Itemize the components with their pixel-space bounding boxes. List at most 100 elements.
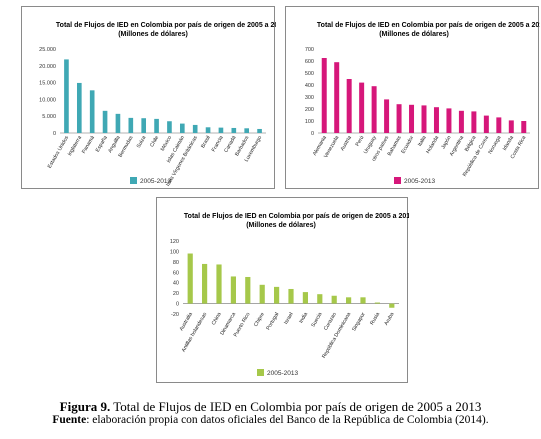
bar xyxy=(202,263,208,304)
y-tick-label: 400 xyxy=(305,83,314,89)
bar xyxy=(334,62,340,134)
category-label: Chipre xyxy=(253,311,266,327)
bar xyxy=(421,105,427,133)
y-tick-label: 80 xyxy=(173,260,179,266)
bar xyxy=(384,99,390,133)
bar xyxy=(274,286,280,304)
y-tick-label: 500 xyxy=(305,71,314,77)
y-tick-label: 5.000 xyxy=(42,114,56,120)
bar xyxy=(359,82,365,133)
y-tick-label: 40 xyxy=(173,281,179,287)
y-tick-label: 100 xyxy=(170,249,179,255)
bar xyxy=(389,303,395,308)
bar xyxy=(141,118,147,133)
bar xyxy=(102,110,108,133)
y-tick-label: 120 xyxy=(170,239,179,245)
bar xyxy=(64,59,69,133)
category-label: India xyxy=(298,311,309,324)
category-label: Chile xyxy=(149,135,160,148)
bar xyxy=(508,120,514,133)
legend-label: 2005-2013 xyxy=(404,178,435,185)
y-tick-label: 300 xyxy=(305,95,314,101)
bar xyxy=(245,276,251,304)
legend-swatch xyxy=(130,177,137,184)
y-tick-label: 0 xyxy=(176,302,179,308)
bar xyxy=(521,121,527,133)
y-tick-label: 25.000 xyxy=(39,47,56,53)
bar xyxy=(446,108,452,133)
bar xyxy=(433,107,439,133)
bar xyxy=(321,58,327,133)
legend-label: 2005-2013 xyxy=(267,370,298,377)
category-label: Brasil xyxy=(200,135,212,149)
source-label: Fuente xyxy=(52,414,87,426)
bar-chart-3: Total de Flujos de IED en Colombia por p… xyxy=(170,213,409,377)
legend-swatch xyxy=(257,369,264,376)
bar xyxy=(471,111,477,133)
chart-title: Total de Flujos de IED en Colombia por p… xyxy=(184,213,409,220)
bar xyxy=(187,253,193,304)
category-label: Italia xyxy=(417,135,428,148)
bar xyxy=(205,127,211,133)
bar xyxy=(346,79,352,133)
bar xyxy=(179,123,185,133)
bar xyxy=(230,276,236,304)
bar xyxy=(128,117,134,133)
bar xyxy=(396,104,402,133)
y-tick-label: 10.000 xyxy=(39,97,56,103)
category-label: Portugal xyxy=(265,312,280,332)
bar xyxy=(483,115,489,133)
bar xyxy=(192,124,198,133)
bar xyxy=(231,127,237,133)
y-tick-label: 15.000 xyxy=(39,81,56,87)
category-label: Panamá xyxy=(81,135,96,155)
chart-panel-2: Total de Flujos de IED en Colombia por p… xyxy=(285,6,540,189)
chart-panel-3: Total de Flujos de IED en Colombia por p… xyxy=(156,197,409,383)
legend-swatch xyxy=(394,177,401,184)
y-tick-label: 600 xyxy=(305,59,314,65)
chart-title: Total de Flujos de IED en Colombia por p… xyxy=(317,22,540,29)
bar xyxy=(360,297,366,304)
category-label: República Dominicana xyxy=(321,311,352,359)
bar xyxy=(216,264,222,304)
y-tick-label: 100 xyxy=(305,119,314,125)
category-label: Holanda xyxy=(425,135,440,155)
bar xyxy=(154,118,159,133)
category-label: Ecuador xyxy=(400,135,415,155)
bar xyxy=(89,90,95,133)
bar xyxy=(115,113,121,133)
y-tick-label: 20.000 xyxy=(39,64,56,70)
category-label: Suecia xyxy=(310,311,323,328)
y-tick-label: 700 xyxy=(305,47,314,53)
bar xyxy=(496,117,502,133)
category-label: República de Corea xyxy=(462,135,490,178)
y-tick-label: -20 xyxy=(171,312,179,318)
category-label: Aruba xyxy=(383,311,395,326)
y-tick-label: 0 xyxy=(53,131,56,137)
category-label: Perú xyxy=(355,135,366,148)
chart-panel-1: Total de Flujos de IED en Colombia por p… xyxy=(21,6,276,189)
category-label: Australia xyxy=(179,311,194,332)
bar xyxy=(317,294,323,304)
chart-subtitle: (Millones de dólares) xyxy=(379,31,449,38)
y-tick-label: 20 xyxy=(173,291,179,297)
bar xyxy=(371,86,377,133)
bar xyxy=(167,121,172,133)
bar xyxy=(76,82,82,133)
figure-text: Total de Flujos de IED en Colombia por p… xyxy=(110,399,482,414)
category-label: Singapur xyxy=(351,311,367,332)
source-text: : elaboración propia con datos oficiales… xyxy=(86,414,489,426)
bar-chart-1: Total de Flujos de IED en Colombia por p… xyxy=(39,22,276,187)
figure-caption: Figura 9. Total de Flujos de IED en Colo… xyxy=(0,400,541,413)
category-label: Austria xyxy=(340,135,353,152)
category-label: China xyxy=(211,311,223,326)
chart-subtitle: (Millones de dólares) xyxy=(118,31,188,38)
bar xyxy=(257,128,262,133)
legend-label: 2005-2013 xyxy=(140,178,171,185)
bar xyxy=(288,288,294,304)
category-label: Israel xyxy=(283,312,295,326)
bar xyxy=(302,292,308,304)
chart-title: Total de Flujos de IED en Colombia por p… xyxy=(56,22,276,29)
source-caption: Fuente: elaboración propia con datos ofi… xyxy=(0,414,541,427)
bar xyxy=(331,295,337,304)
